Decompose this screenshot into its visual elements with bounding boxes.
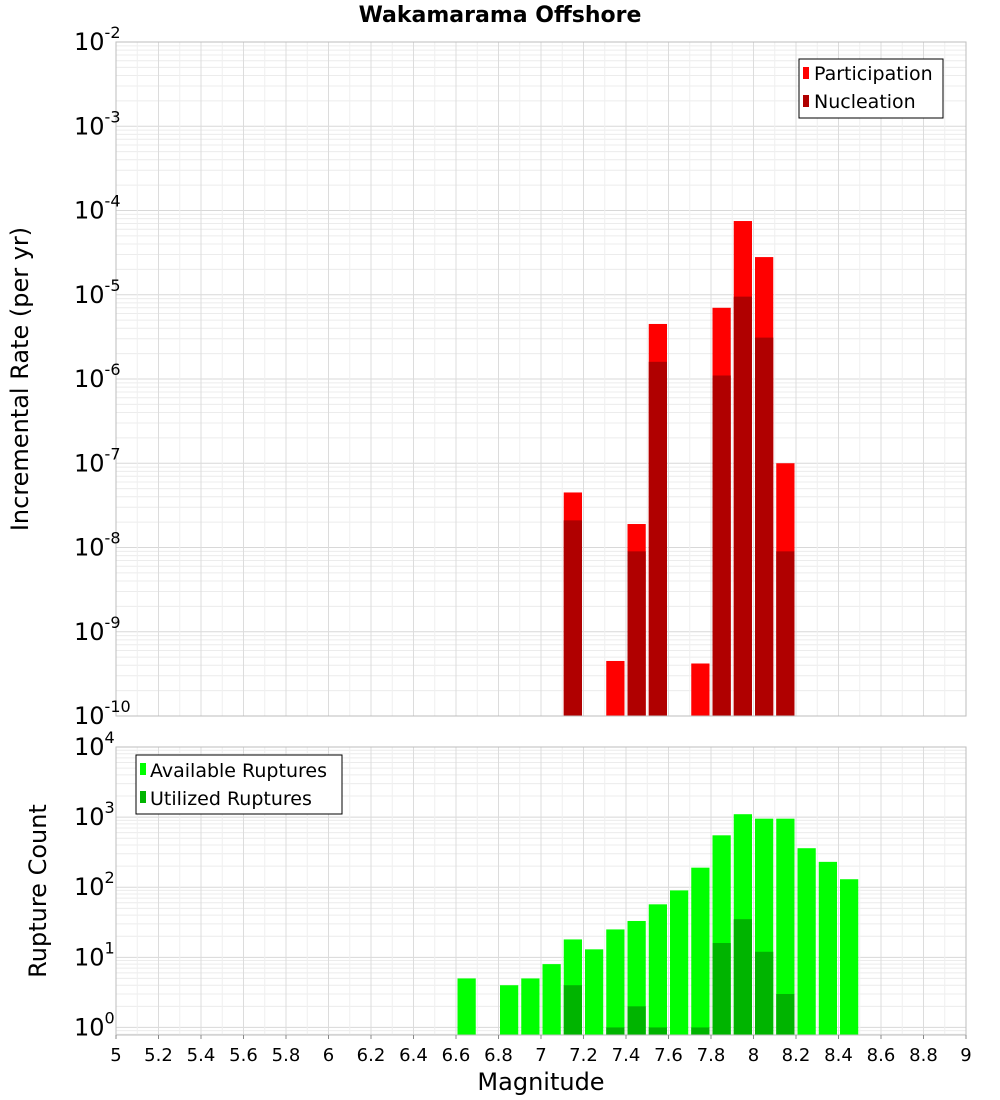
top-y-tick-label: 10-10 <box>74 697 131 730</box>
bottom-bar-available-ruptures <box>776 818 795 1035</box>
x-tick-label: 5 <box>110 1045 121 1066</box>
bottom-bar-utilized-ruptures <box>648 1027 667 1035</box>
bottom-legend: Available Ruptures Utilized Ruptures <box>135 754 343 815</box>
utilized-ruptures-legend-label: Utilized Ruptures <box>150 788 312 810</box>
bottom-bars <box>457 814 859 1035</box>
bottom-bar-available-ruptures <box>606 929 625 1035</box>
participation-legend-swatch <box>803 67 809 79</box>
top-y-tick-label: 10-6 <box>74 360 121 393</box>
bottom-legend-box <box>135 754 343 815</box>
top-bar-nucleation <box>627 551 646 716</box>
bottom-bar-available-ruptures <box>542 964 561 1035</box>
utilized-ruptures-legend-swatch <box>140 791 146 803</box>
x-tick-label: 8.6 <box>867 1045 896 1066</box>
nucleation-legend-label: Nucleation <box>814 91 916 113</box>
bottom-bar-available-ruptures <box>648 904 667 1035</box>
bottom-bar-available-ruptures <box>840 879 859 1035</box>
x-tick-label: 6.4 <box>399 1045 428 1066</box>
top-legend-box <box>798 58 944 119</box>
participation-legend-label: Participation <box>814 63 933 85</box>
top-y-tick-label: 10-8 <box>74 529 121 562</box>
x-tick-label: 7.4 <box>612 1045 641 1066</box>
bottom-bar-available-ruptures <box>818 861 837 1035</box>
bottom-y-tick-label: 103 <box>74 798 115 831</box>
bottom-bar-available-ruptures <box>500 985 519 1035</box>
x-tick-label: 9 <box>960 1045 971 1066</box>
available-ruptures-legend-label: Available Ruptures <box>150 760 327 782</box>
x-tick-label: 7.2 <box>569 1045 598 1066</box>
x-tick-label: 5.6 <box>229 1045 258 1066</box>
bottom-bar-available-ruptures <box>457 978 476 1035</box>
x-tick-label: 7 <box>535 1045 546 1066</box>
x-tick-label: 5.2 <box>144 1045 173 1066</box>
bottom-y-ticks: 100 101 102 103 104 <box>74 728 115 1041</box>
x-tick-label: 7.6 <box>654 1045 683 1066</box>
x-ticks: 5 5.2 5.4 5.6 5.8 6 6.2 6.4 6.6 6.8 7 7.2 7.4 7.6 7.8 8… <box>110 1035 972 1066</box>
bottom-plot: 100 101 102 103 104 5 5.2 5.4 5.6 5.8 6 6.2 6.4 6.6 6… <box>24 728 972 1096</box>
top-bar-nucleation <box>733 296 752 716</box>
top-y-tick-label: 10-2 <box>74 23 121 56</box>
bottom-bar-available-ruptures <box>670 890 689 1035</box>
bottom-bar-available-ruptures <box>797 848 816 1035</box>
x-tick-label: 8.4 <box>824 1045 853 1066</box>
bottom-bar-utilized-ruptures <box>563 985 582 1035</box>
nucleation-legend-swatch <box>803 95 809 107</box>
bottom-bar-available-ruptures <box>521 978 540 1035</box>
top-legend: Participation Nucleation <box>798 58 944 119</box>
top-bar-participation <box>606 660 625 716</box>
top-y-axis-label: Incremental Rate (per yr) <box>6 227 34 531</box>
bottom-bar-utilized-ruptures <box>712 943 731 1035</box>
x-tick-label: 6.8 <box>484 1045 513 1066</box>
x-tick-label: 6 <box>323 1045 334 1066</box>
bottom-y-tick-label: 101 <box>74 938 115 971</box>
bottom-bar-available-ruptures <box>585 949 604 1035</box>
top-bar-nucleation <box>755 337 774 716</box>
bottom-bar-utilized-ruptures <box>776 993 795 1035</box>
bottom-bar-utilized-ruptures <box>606 1027 625 1035</box>
top-plot: 10-10 10-9 10-8 10-7 10-6 10-5 10-4 10-3 10-2 In… <box>6 23 967 730</box>
bottom-y-tick-label: 102 <box>74 868 115 901</box>
bottom-bar-utilized-ruptures <box>733 919 752 1035</box>
bottom-bar-available-ruptures <box>691 867 710 1035</box>
x-tick-label: 5.8 <box>272 1045 301 1066</box>
top-y-ticks: 10-10 10-9 10-8 10-7 10-6 10-5 10-4 10-3 10-2 <box>74 23 131 730</box>
top-y-tick-label: 10-4 <box>74 192 121 225</box>
x-tick-label: 7.8 <box>697 1045 726 1066</box>
bottom-y-axis-label: Rupture Count <box>24 804 52 978</box>
top-bar-participation <box>691 663 710 716</box>
x-tick-label: 8 <box>748 1045 759 1066</box>
x-axis-label: Magnitude <box>477 1068 604 1096</box>
top-bar-nucleation <box>563 520 582 716</box>
top-bars <box>563 221 795 716</box>
top-y-tick-label: 10-3 <box>74 107 121 140</box>
x-tick-label: 8.2 <box>782 1045 811 1066</box>
x-tick-label: 6.6 <box>442 1045 471 1066</box>
top-bar-nucleation <box>776 551 795 716</box>
top-grid <box>115 42 967 717</box>
bottom-bar-utilized-ruptures <box>627 1006 646 1035</box>
top-plot-frame <box>115 41 967 717</box>
x-tick-label: 8.8 <box>909 1045 938 1066</box>
top-bar-nucleation <box>712 375 731 716</box>
bottom-bar-utilized-ruptures <box>691 1027 710 1035</box>
x-tick-label: 6.2 <box>357 1045 386 1066</box>
bottom-bar-utilized-ruptures <box>755 951 774 1035</box>
bottom-y-tick-label: 104 <box>74 728 115 761</box>
top-y-tick-label: 10-9 <box>74 613 121 646</box>
bottom-y-tick-label: 100 <box>74 1008 115 1041</box>
top-y-tick-label: 10-5 <box>74 276 121 309</box>
top-y-tick-label: 10-7 <box>74 444 121 477</box>
x-tick-label: 5.4 <box>187 1045 216 1066</box>
available-ruptures-legend-swatch <box>140 763 146 775</box>
top-bar-nucleation <box>648 361 667 716</box>
chart-title: Wakamarama Offshore <box>359 3 642 28</box>
